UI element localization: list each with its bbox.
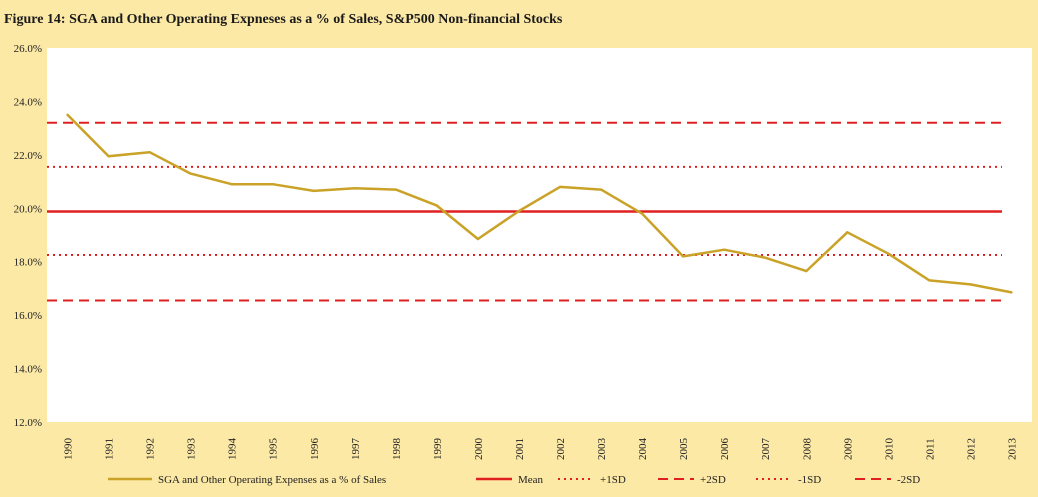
data-point xyxy=(805,269,808,273)
data-point xyxy=(271,183,274,186)
data-point xyxy=(928,279,931,282)
x-tick-label: 2001 xyxy=(514,438,526,460)
x-tick-label: 1996 xyxy=(309,438,321,461)
x-tick-label: 2008 xyxy=(801,438,813,461)
x-tick-label: 1993 xyxy=(186,438,198,461)
x-tick-label: 1997 xyxy=(350,438,362,461)
legend-label: -2SD xyxy=(897,474,920,486)
data-point xyxy=(476,237,480,241)
series-line-sga xyxy=(66,113,1012,294)
data-point xyxy=(681,255,685,258)
data-point xyxy=(764,256,767,259)
data-point xyxy=(846,231,849,234)
data-point xyxy=(312,189,315,193)
y-tick-label: 16.0% xyxy=(14,310,42,322)
x-tick-label: 2012 xyxy=(965,438,977,460)
x-tick-label: 2005 xyxy=(678,438,690,461)
x-tick-label: 1998 xyxy=(391,438,403,461)
x-tick-label: 2006 xyxy=(719,438,731,461)
x-tick-label: 2000 xyxy=(473,438,485,461)
data-point xyxy=(148,150,151,154)
y-tick-label: 24.0% xyxy=(14,96,42,108)
x-tick-label: 2007 xyxy=(760,438,772,461)
x-tick-label: 1991 xyxy=(104,438,116,460)
data-point xyxy=(107,154,110,158)
x-tick-label: 1990 xyxy=(63,438,75,461)
data-point xyxy=(66,113,69,116)
y-tick-label: 22.0% xyxy=(14,150,42,162)
legend-label: SGA and Other Operating Expenses as a % … xyxy=(158,474,386,486)
data-point xyxy=(599,188,603,191)
y-tick-label: 12.0% xyxy=(14,417,42,429)
x-tick-label: 1995 xyxy=(268,438,280,461)
x-tick-label: 2004 xyxy=(637,438,649,461)
chart-title: Figure 14: SGA and Other Operating Expne… xyxy=(4,12,563,27)
legend-label: -1SD xyxy=(798,474,821,486)
data-point xyxy=(353,187,357,190)
x-tick-label: 2002 xyxy=(555,438,567,460)
data-point xyxy=(640,212,644,215)
x-tick-label: 1999 xyxy=(432,438,444,461)
data-point xyxy=(1010,291,1013,294)
data-point xyxy=(969,283,972,286)
data-point xyxy=(887,252,890,255)
x-tick-label: 2011 xyxy=(924,438,936,460)
data-point xyxy=(435,204,439,207)
legend-label: +1SD xyxy=(600,474,626,486)
data-point xyxy=(230,183,233,186)
x-tick-label: 2003 xyxy=(596,438,608,461)
x-tick-label: 1992 xyxy=(145,438,157,460)
y-tick-label: 18.0% xyxy=(14,257,42,269)
x-tick-label: 1994 xyxy=(227,438,239,461)
legend-label: +2SD xyxy=(700,474,726,486)
x-tick-label: 2010 xyxy=(883,438,895,461)
data-point xyxy=(394,188,398,191)
plot-area xyxy=(47,48,1032,422)
data-point xyxy=(722,248,726,251)
data-point xyxy=(189,172,192,175)
legend-label: Mean xyxy=(518,474,544,486)
y-tick-label: 26.0% xyxy=(14,43,42,55)
x-tick-label: 2013 xyxy=(1006,437,1018,460)
y-tick-label: 14.0% xyxy=(14,364,42,376)
data-point xyxy=(558,185,562,189)
data-point xyxy=(517,209,521,213)
x-tick-label: 2009 xyxy=(842,438,854,461)
y-tick-label: 20.0% xyxy=(14,203,42,215)
